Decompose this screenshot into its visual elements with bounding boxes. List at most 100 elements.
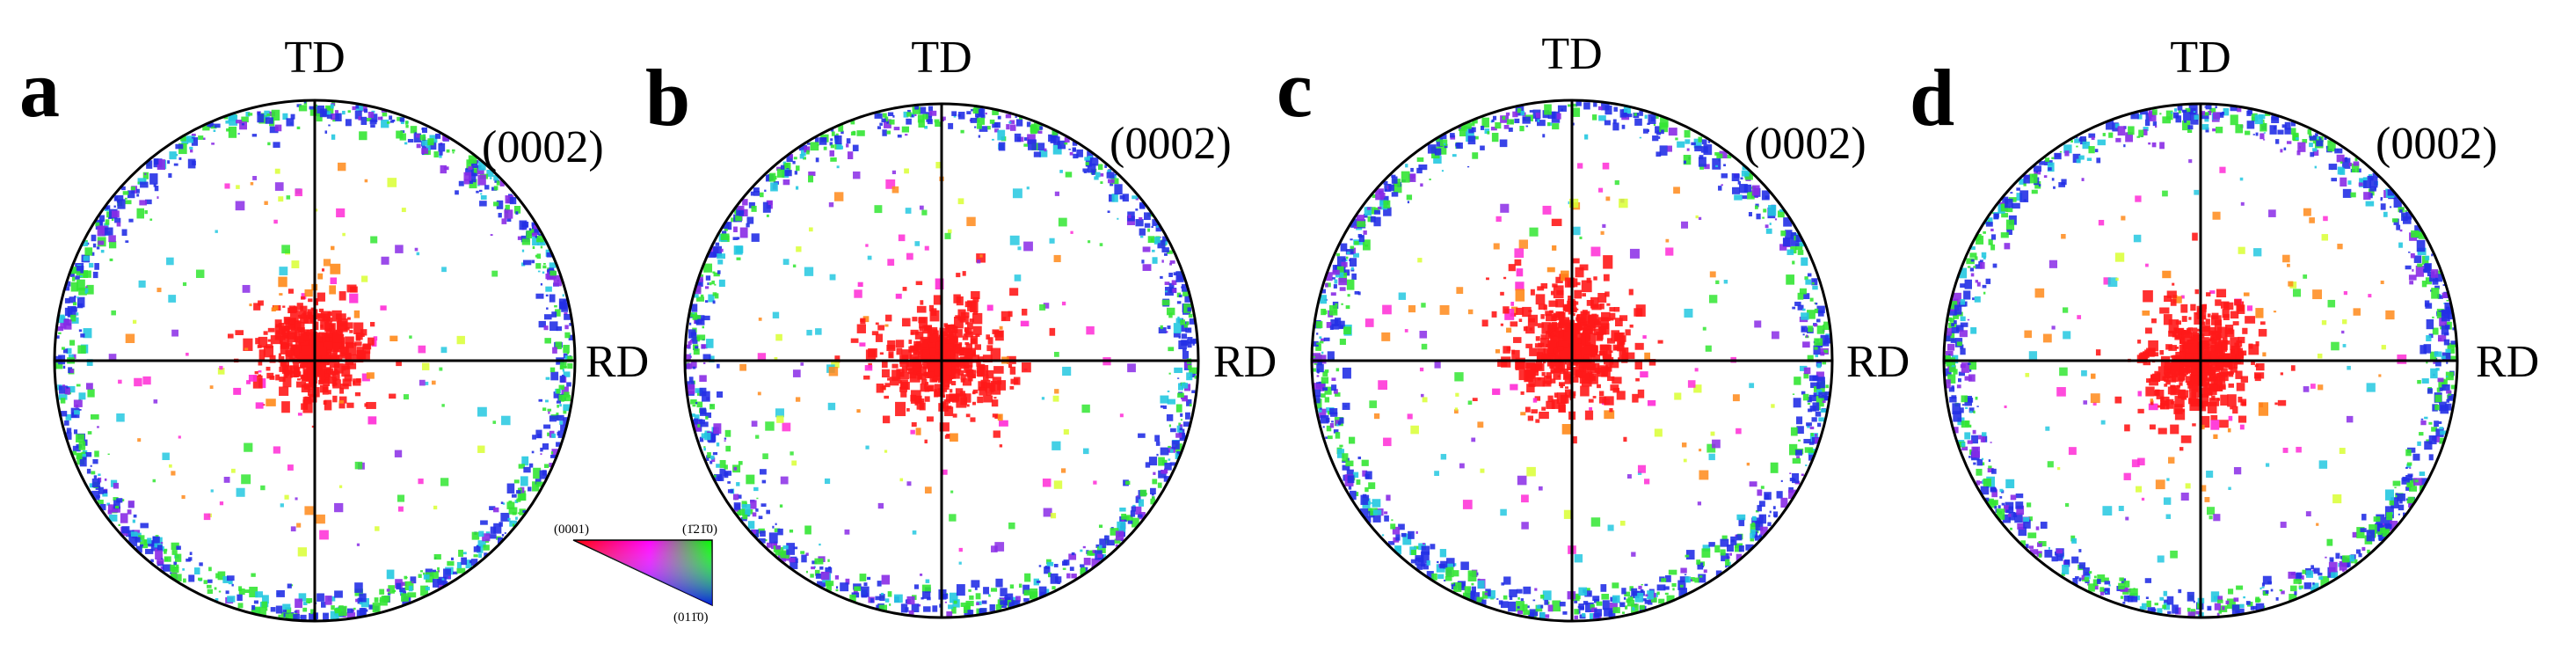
pole-point — [942, 116, 946, 121]
pole-point — [876, 384, 884, 393]
pole-point — [2188, 317, 2192, 320]
pole-point — [1782, 238, 1791, 247]
pole-point — [78, 287, 87, 296]
pole-point — [1453, 570, 1459, 577]
pole-point — [58, 394, 68, 400]
pole-point — [264, 201, 268, 205]
pole-point — [551, 433, 557, 438]
pole-point — [328, 376, 337, 384]
pole-point — [1353, 252, 1359, 258]
pole-point — [1825, 384, 1830, 389]
pole-point — [567, 355, 573, 360]
pole-point — [1612, 122, 1619, 131]
pole-point — [1515, 281, 1524, 291]
pole-point — [140, 539, 149, 549]
pole-point — [300, 317, 309, 324]
pole-point — [418, 379, 426, 386]
pole-point — [1177, 377, 1180, 379]
pole-point — [1186, 372, 1193, 381]
pole-point — [1044, 589, 1050, 596]
pole-point — [1335, 368, 1340, 372]
pole-point — [1657, 340, 1663, 344]
pole-point — [389, 335, 398, 342]
pole-point — [310, 609, 315, 615]
pole-point — [2205, 318, 2210, 325]
pole-point — [1008, 363, 1013, 369]
pole-point — [766, 542, 773, 548]
pole-point — [863, 582, 868, 587]
pole-point — [1107, 170, 1111, 173]
pole-point — [1750, 537, 1755, 542]
pole-point — [453, 571, 458, 574]
pole-point — [920, 574, 923, 576]
pole-point — [441, 578, 445, 581]
pole-point — [1522, 603, 1528, 611]
pole-point — [1807, 402, 1811, 406]
pole-point — [992, 138, 994, 141]
pole-point — [865, 349, 877, 361]
pole-point — [831, 359, 840, 369]
pole-point — [422, 362, 430, 370]
pole-point — [286, 118, 295, 127]
pole-point — [283, 369, 292, 375]
pole-point — [924, 245, 929, 251]
pole-point — [1346, 252, 1350, 255]
pole-point — [1462, 500, 1473, 509]
pole-point — [478, 553, 483, 559]
pole-point — [505, 204, 510, 212]
pole-point — [733, 466, 738, 471]
pole-point — [1339, 287, 1346, 291]
pole-point — [535, 479, 542, 485]
pole-point — [1395, 546, 1401, 552]
pole-point — [1560, 270, 1569, 281]
pole-point — [237, 133, 240, 135]
pole-point — [1387, 541, 1395, 545]
pole-point — [698, 276, 703, 282]
pole-point — [971, 291, 980, 299]
pole-point — [1763, 208, 1767, 213]
pole-point — [186, 559, 191, 562]
pole-point — [1320, 295, 1327, 304]
pole-point — [338, 162, 346, 172]
pole-point — [324, 334, 334, 343]
pole-point — [258, 606, 266, 617]
pole-point — [1563, 509, 1574, 519]
pole-point — [312, 365, 322, 375]
pole-point — [1383, 437, 1392, 447]
pole-point — [1121, 520, 1124, 523]
pole-point — [964, 365, 972, 373]
pole-point — [545, 399, 549, 403]
pole-point — [114, 505, 120, 509]
pole-point — [297, 413, 302, 416]
pole-point — [1177, 316, 1180, 319]
pole-point — [965, 352, 971, 356]
pole-point — [956, 393, 967, 408]
pole-point — [1484, 128, 1490, 135]
pole-point — [1592, 114, 1597, 121]
pole-point — [1057, 140, 1066, 150]
pole-point — [419, 135, 426, 141]
pole-point — [489, 506, 496, 511]
pole-point — [1685, 554, 1690, 558]
pole-point — [1330, 318, 1339, 326]
pole-point — [1166, 413, 1174, 421]
pole-point — [533, 225, 539, 230]
pole-point — [1574, 289, 1583, 299]
pole-point — [977, 369, 985, 377]
pole-point — [425, 381, 429, 385]
pole-point — [1313, 355, 1315, 358]
pole-point — [207, 121, 214, 128]
pole-point — [925, 382, 929, 385]
pole-point — [173, 163, 178, 166]
pole-point — [278, 196, 284, 202]
pole-point — [1535, 294, 1546, 305]
pole-point — [1167, 325, 1171, 330]
pole-point — [1580, 385, 1590, 397]
pole-point — [1180, 413, 1183, 417]
pole-point — [1011, 599, 1014, 602]
pole-point — [2148, 403, 2158, 411]
pole-point — [829, 142, 833, 146]
pole-point — [1572, 226, 1581, 236]
pole-point — [1706, 443, 1716, 453]
pole-point — [320, 319, 330, 330]
